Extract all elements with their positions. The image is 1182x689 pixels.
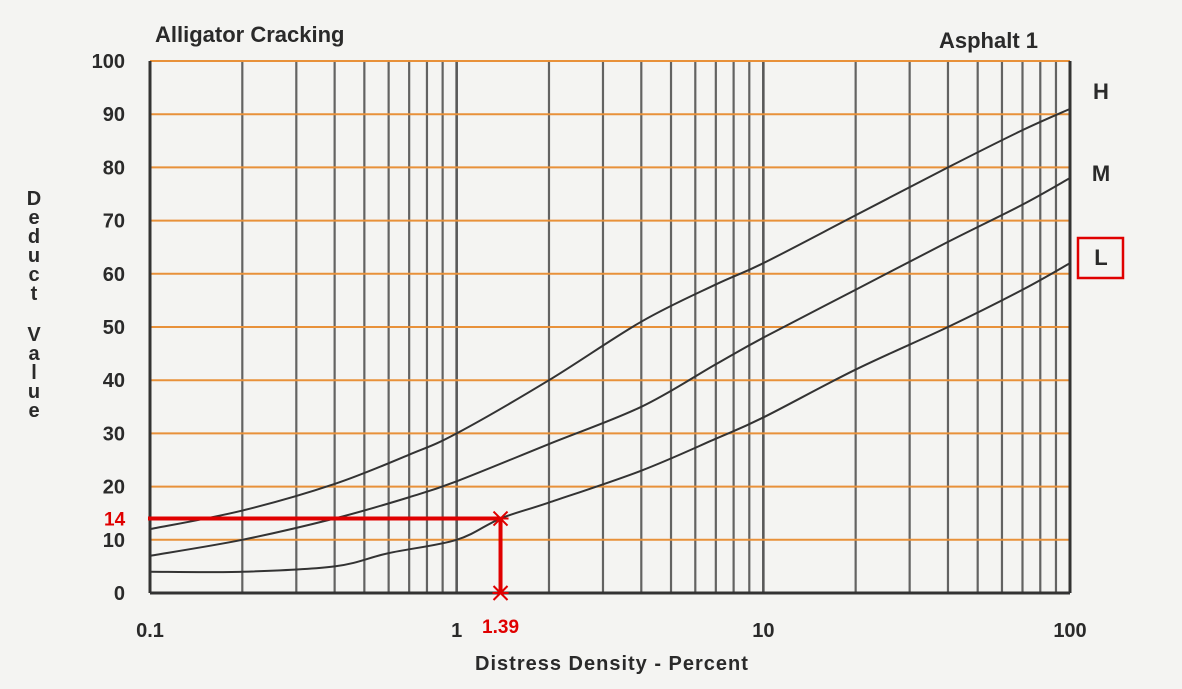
y-axis-label-letter: l bbox=[31, 362, 37, 384]
highlight-box-L bbox=[1076, 236, 1125, 280]
y-tick-label: 0 bbox=[114, 583, 125, 605]
chart-title: Alligator Cracking bbox=[155, 22, 344, 47]
x-tick-label: 1 bbox=[451, 620, 462, 642]
annotation: 141.39 bbox=[104, 510, 519, 638]
y-tick-label: 70 bbox=[103, 211, 125, 233]
y-axis-label-letter: V bbox=[27, 324, 41, 346]
curve-label-M: M bbox=[1092, 161, 1110, 186]
y-tick-label: 60 bbox=[103, 264, 125, 286]
y-tick-label: 20 bbox=[103, 477, 125, 499]
y-axis-label-letter: a bbox=[28, 343, 40, 365]
y-axis-label-letter: u bbox=[28, 245, 40, 267]
curve-labels: H M L bbox=[1076, 79, 1125, 280]
y-tick-labels: 0 10 20 30 40 50 60 70 80 90 100 bbox=[92, 51, 125, 605]
chart-subtitle: Asphalt 1 bbox=[939, 28, 1038, 53]
annotation-x-value: 1.39 bbox=[482, 617, 519, 638]
y-axis-label-letter: D bbox=[27, 188, 41, 210]
plot-frame bbox=[148, 61, 1072, 595]
y-tick-label: 40 bbox=[103, 370, 125, 392]
x-tick-label: 10 bbox=[752, 620, 774, 642]
y-tick-label: 10 bbox=[103, 530, 125, 552]
y-tick-label: 30 bbox=[103, 423, 125, 445]
x-tick-label: 0.1 bbox=[136, 620, 164, 642]
y-tick-label: 100 bbox=[92, 51, 125, 73]
annotation-y-value: 14 bbox=[104, 510, 126, 531]
curve-label-L: L bbox=[1094, 245, 1107, 270]
curve-label-H: H bbox=[1093, 79, 1109, 104]
y-axis-label-letter: t bbox=[31, 283, 38, 305]
y-axis-label-letter: d bbox=[28, 226, 40, 248]
y-axis-label-letter: e bbox=[28, 400, 39, 422]
y-tick-label: 90 bbox=[103, 104, 125, 126]
y-axis-label-letter: u bbox=[28, 381, 40, 403]
x-axis-label: Distress Density - Percent bbox=[475, 653, 749, 675]
x-tick-labels: 0.1 1 10 100 bbox=[136, 620, 1087, 642]
x-tick-label: 100 bbox=[1053, 620, 1086, 642]
y-axis-label-letter: c bbox=[28, 264, 39, 286]
y-tick-label: 80 bbox=[103, 157, 125, 179]
curve-H bbox=[149, 107, 1071, 531]
curve-L bbox=[149, 262, 1071, 574]
y-tick-label: 50 bbox=[103, 317, 125, 339]
y-axis-label-letter: e bbox=[28, 207, 39, 229]
